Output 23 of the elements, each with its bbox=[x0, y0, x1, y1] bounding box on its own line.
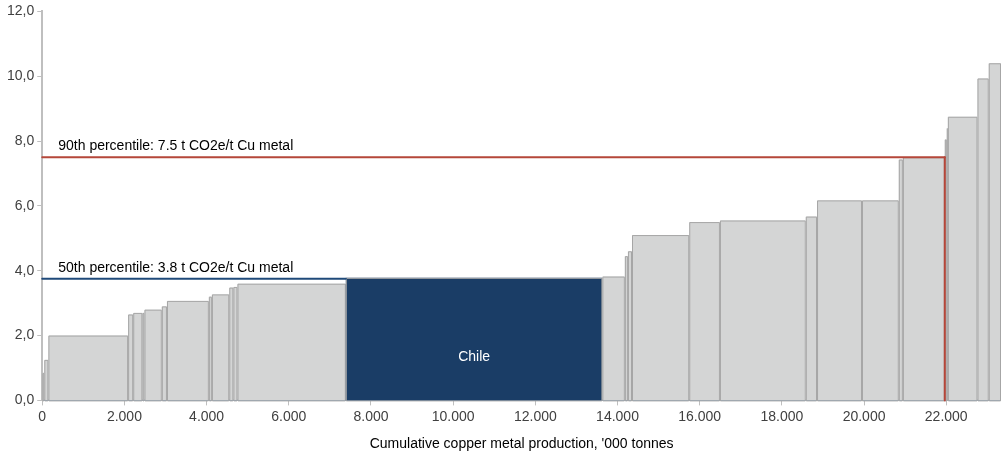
ref-line-label: 50th percentile: 3.8 t CO2e/t Cu metal bbox=[58, 258, 294, 275]
x-tick-label: 8.000 bbox=[353, 407, 389, 424]
y-tick-label: 0,0 bbox=[14, 391, 35, 408]
x-tick-label: 4.000 bbox=[189, 407, 225, 424]
annotation: Chile bbox=[458, 347, 491, 364]
x-axis-title: Cumulative copper metal production, '000 tonnes bbox=[369, 435, 674, 452]
x-tick-label: 18.000 bbox=[760, 407, 804, 424]
y-tick-label: 2,0 bbox=[14, 326, 35, 343]
x-tick-label: 16.000 bbox=[678, 407, 722, 424]
x-tick-label: 6.000 bbox=[271, 407, 307, 424]
x-tick-label: 2.000 bbox=[106, 407, 143, 424]
x-tick-label: 0 bbox=[38, 407, 47, 424]
x-tick-label: 12.000 bbox=[513, 407, 557, 424]
y-tick-label: 6,0 bbox=[14, 196, 35, 213]
x-tick-label: 10.000 bbox=[431, 407, 475, 424]
x-tick-label: 22.000 bbox=[924, 407, 968, 424]
x-tick-label: 20.000 bbox=[842, 407, 886, 424]
y-tick-label: 8,0 bbox=[14, 131, 35, 148]
y-tick-label: 10,0 bbox=[7, 67, 35, 84]
y-tick-label: 4,0 bbox=[14, 261, 35, 278]
y-tick-label: 12,0 bbox=[7, 2, 35, 19]
x-tick-label: 14.000 bbox=[596, 407, 640, 424]
ref-line-label: 90th percentile: 7.5 t CO2e/t Cu metal bbox=[58, 137, 294, 154]
